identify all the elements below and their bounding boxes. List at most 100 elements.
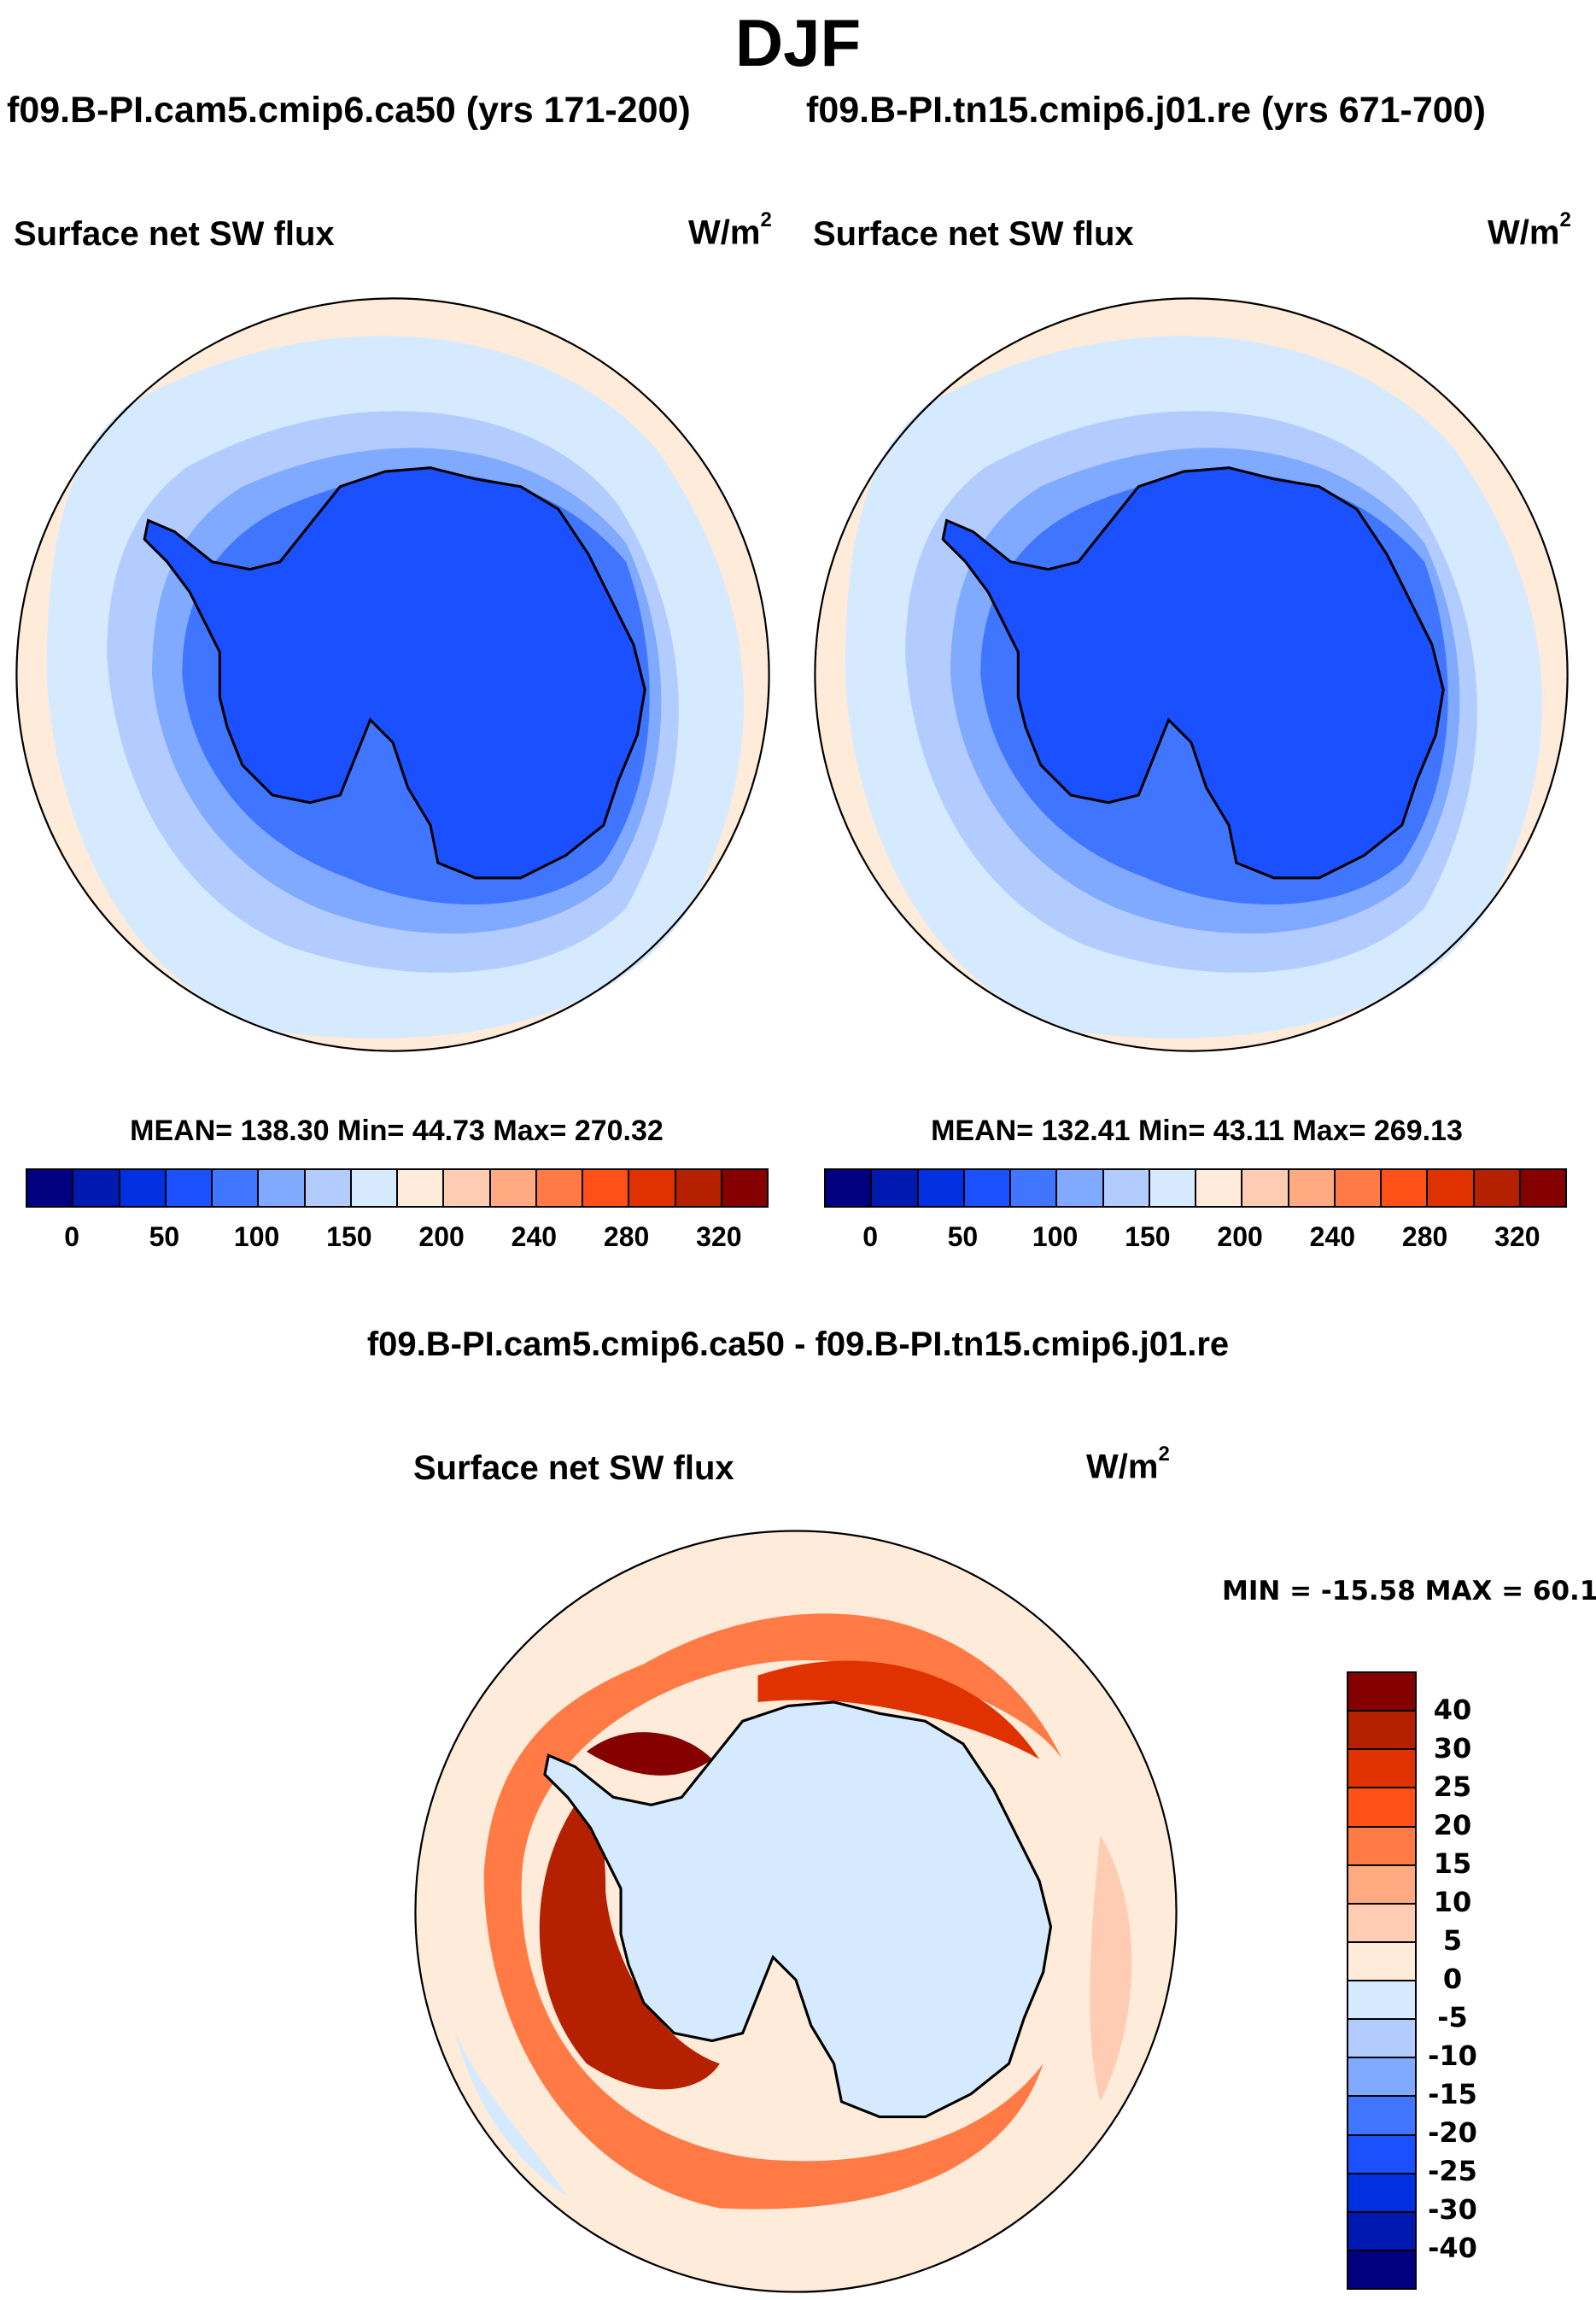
contour-band [586,1732,712,1776]
colorbar-tick-label: 240 [1309,1221,1356,1252]
colorbar-tick-label: -25 [1428,2155,1477,2187]
colorbar-swatch [1289,1170,1336,1206]
colorbar-tick-label: 150 [1125,1221,1171,1252]
colorbar-tick-label: 50 [947,1221,979,1252]
colorbar-swatch [1382,1170,1429,1206]
colorbar-swatch [1348,1904,1415,1943]
map-border [414,1530,1178,2293]
units-left: W/m2 [688,208,772,252]
colorbar-swatch [1348,1673,1415,1712]
colorbar-swatch [918,1170,965,1206]
colorbar-swatch [73,1170,120,1206]
colorbar-swatch [120,1170,167,1206]
colorbar-tick-label: 5 [1442,1924,1463,1957]
colorbar-swatch [1348,1942,1415,1981]
colorbar-swatch [1348,2174,1415,2213]
colorbar-tick-label: 25 [1433,1770,1472,1803]
panel-title-left: Surface net SW flux [14,215,335,253]
panel-title-right: Surface net SW flux [813,215,1134,253]
colorbar-swatch [1348,1981,1415,2021]
map-border [15,297,770,1052]
colorbar-swatch [722,1170,767,1206]
colorbar-swatch [1348,2058,1415,2098]
antarctica-coastline [543,1700,1053,2119]
colorbar-swatch [259,1170,306,1206]
colorbar-tick-label: 10 [1433,1886,1472,1918]
colorbar-tick-label: 150 [326,1221,372,1252]
case-title-right: f09.B-PI.tn15.cmip6.j01.re (yrs 671-700) [806,90,1486,131]
colorbar-tick-label: -30 [1428,2193,1477,2226]
colorbar-swatch [1348,1827,1415,1866]
colorbar-swatch [1103,1170,1150,1206]
main-title: DJF [734,5,862,80]
colorbar-swatch [1011,1170,1058,1206]
colorbar-swatch [1057,1170,1104,1206]
colorbar-tick-label: 15 [1433,1847,1472,1880]
antarctica-coastline [941,466,1445,880]
colorbar-tick-label: 280 [1401,1221,1448,1252]
colorbar-swatch [583,1170,630,1206]
colorbar-tick-label: 240 [511,1221,558,1252]
panel-title-diff: Surface net SW flux [413,1449,734,1487]
colorbar-tick-label: 0 [1442,1963,1463,1995]
colorbar-swatch [27,1170,74,1206]
colorbar-tick-label: -40 [1428,2232,1477,2264]
map-left [15,297,770,1052]
colorbar-swatch [398,1170,445,1206]
colorbar-swatch [1520,1170,1565,1206]
diff-case-title: f09.B-PI.cam5.cmip6.ca50 - f09.B-PI.tn15… [366,1326,1230,1363]
colorbar-swatch [536,1170,583,1206]
colorbar-swatch [1348,2212,1415,2251]
colorbar-swatch [1196,1170,1243,1206]
stats-left: MEAN= 138.30 Min= 44.73 Max= 270.32 [130,1115,664,1147]
colorbar-swatch [1149,1170,1196,1206]
map-diff [414,1530,1178,2293]
colorbar-tick-label: 0 [64,1221,80,1252]
colorbar-swatch [305,1170,352,1206]
colorbar-swatch [213,1170,260,1206]
colorbar-swatch [1348,2097,1415,2136]
colorbar-swatch [1348,2020,1415,2059]
colorbar-swatch [166,1170,213,1206]
colorbar-tick-label: -20 [1428,2116,1477,2149]
colorbar-tick-label: 30 [1433,1732,1472,1765]
colorbar-swatch [629,1170,676,1206]
map-border [814,297,1569,1052]
colorbar-swatch [1348,2250,1415,2288]
colorbar-swatch [490,1170,537,1206]
colorbar-tick-label: 200 [1217,1221,1263,1252]
colorbar-swatch [675,1170,722,1206]
case-title-left: f09.B-PI.cam5.cmip6.ca50 (yrs 171-200) [7,90,691,131]
colorbar-tick-label: 0 [862,1221,879,1252]
colorbar-tick-label: 50 [149,1221,180,1252]
colorbar-tick-label: 320 [1494,1221,1540,1252]
colorbar-swatch [1348,2135,1415,2174]
contour-band [1090,1835,1132,2102]
colorbar-swatch [1348,1750,1415,1789]
map-right [814,297,1569,1052]
colorbar-swatch [1348,1788,1415,1828]
colorbar-right [824,1168,1567,1208]
colorbar-swatch [351,1170,398,1206]
stats-diff: MIN = -15.58 MAX = 60.19 [1222,1576,1596,1606]
colorbar-tick-label: 320 [696,1221,742,1252]
units-diff: W/m2 [1086,1443,1170,1486]
colorbar-tick-label: 40 [1433,1694,1472,1726]
colorbar-swatch [1348,1865,1415,1905]
antarctica-coastline [143,466,646,880]
stats-right: MEAN= 132.41 Min= 43.11 Max= 269.13 [931,1115,1463,1147]
colorbar-diff [1347,1671,1417,2290]
colorbar-swatch [1335,1170,1382,1206]
colorbar-tick-label: 100 [1032,1221,1079,1252]
colorbar-tick-label: 280 [603,1221,650,1252]
contour-band [539,1805,720,2090]
colorbar-left [26,1168,769,1208]
colorbar-tick-label: 20 [1433,1809,1472,1841]
colorbar-tick-label: -5 [1437,2001,1468,2034]
units-right: W/m2 [1488,208,1571,252]
colorbar-swatch [826,1170,873,1206]
colorbar-swatch [444,1170,491,1206]
colorbar-swatch [872,1170,919,1206]
colorbar-swatch [1428,1170,1475,1206]
colorbar-swatch [1474,1170,1521,1206]
